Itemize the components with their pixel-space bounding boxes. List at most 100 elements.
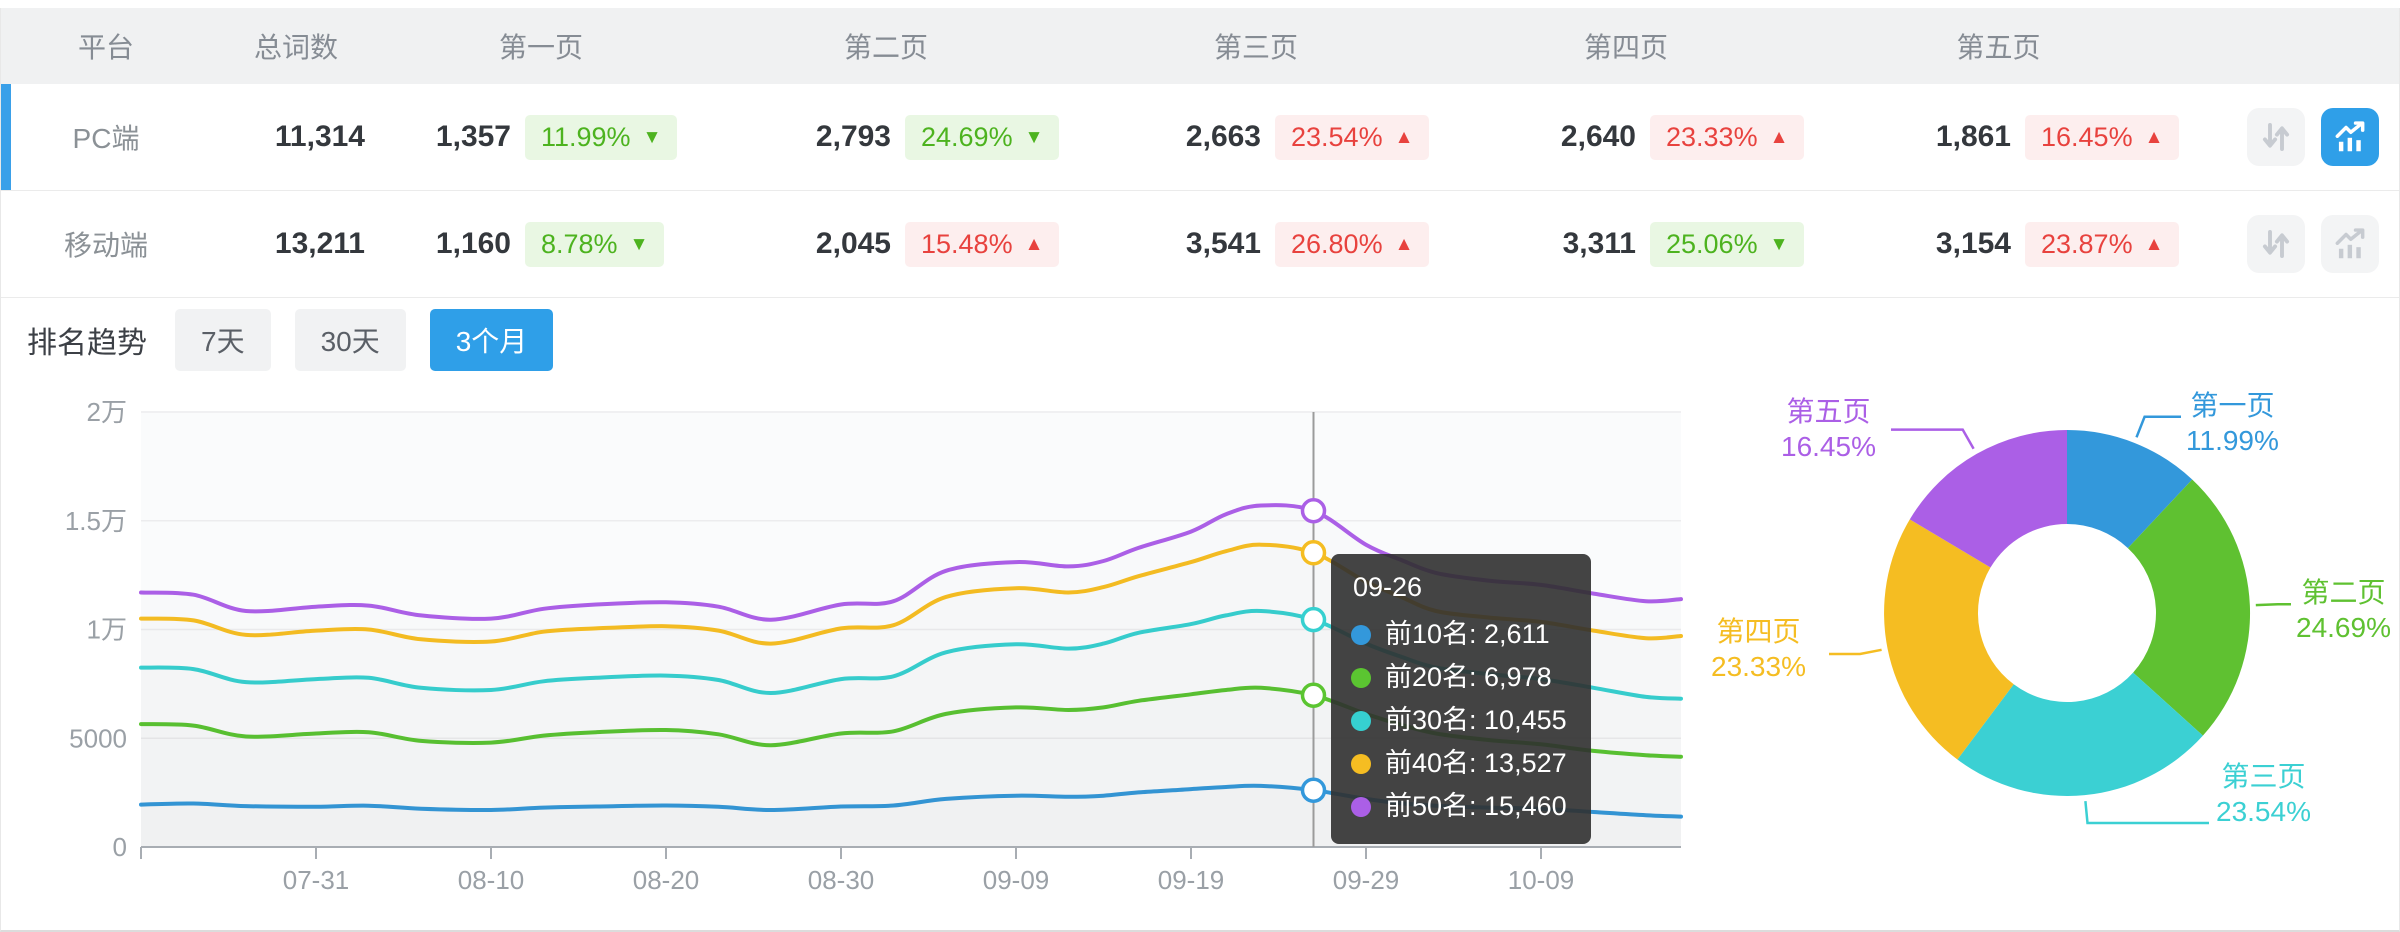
table-row-mobile[interactable]: 移动端 13,211 1,160 8.78% ▼ 2,045 15.48% ▲ 3,541 26.… [1,191,2399,298]
donut-leader-line [2135,415,2181,438]
trend-chart-icon [2335,228,2365,259]
donut-slice-第一页[interactable] [2067,430,2193,549]
tooltip-series-row: 前20名: 6,978 [1351,656,1567,699]
x-axis-label: 10-09 [1508,865,1575,895]
series-value-text: 前30名: 10,455 [1385,705,1567,735]
series-value-text: 前40名: 13,527 [1385,748,1567,778]
page5-percent-badge: 16.45% ▲ [2025,114,2180,160]
col-header-platform: 平台 [77,32,134,63]
donut-slice-第四页[interactable] [1884,519,2014,760]
series-color-dot [1351,753,1371,774]
table-row-pc[interactable]: PC端 11,314 1,357 11.99% ▼ 2,793 24.69% ▼ 2,663 23… [1,84,2399,191]
donut-leader-line [1829,648,1882,656]
page-distribution-donut-chart[interactable] [1681,382,2400,924]
x-axis-label: 08-10 [458,865,525,895]
donut-slice-第五页[interactable] [1909,430,2067,568]
sort-arrows-icon [2262,230,2290,258]
series-color-dot [1351,710,1371,731]
tooltip-series-row: 前10名: 2,611 [1351,613,1567,656]
donut-label-第五页: 第五页 16.45% [1781,394,1876,464]
trend-chart-button[interactable] [2321,108,2379,166]
y-axis-label: 1.5万 [65,506,127,536]
tab-7-days[interactable]: 7天 [175,309,271,371]
platform-label: 移动端 [63,230,148,261]
hover-marker-前30名 [1300,606,1327,633]
page2-percent-badge: 24.69% ▼ [905,114,1060,160]
total-words-value: 13,211 [274,227,365,260]
tab-30-days[interactable]: 30天 [294,309,406,371]
donut-label-percent: 23.33% [1711,651,1806,682]
donut-label-第三页: 第三页 23.54% [2216,759,2311,829]
total-words-value: 11,314 [274,120,365,153]
page1-count: 1,160 [435,227,511,260]
series-value-text: 前10名: 2,611 [1385,619,1550,649]
arrow-up-icon: ▲ [2144,126,2164,148]
x-axis-label: 07-31 [283,865,350,895]
arrow-up-icon: ▲ [1024,233,1044,255]
page4-count: 2,640 [1560,120,1636,153]
trend-chart-button[interactable] [2321,215,2379,273]
page5-count: 3,154 [1935,227,2011,260]
donut-label-name: 第一页 [2190,390,2275,421]
donut-leader-line [1891,428,1975,450]
series-value-text: 前20名: 6,978 [1385,662,1552,692]
page2-count: 2,045 [815,227,891,260]
x-axis-label: 09-19 [1158,865,1225,895]
donut-leader-line [2255,602,2291,607]
donut-label-第二页: 第二页 24.69% [2296,575,2391,645]
donut-slice-第二页[interactable] [2127,479,2251,736]
hover-marker-前10名 [1300,777,1327,803]
col-header-page3: 第三页 [1213,32,1298,63]
trend-toolbar: 排名趋势 7天 30天 3个月 [1,298,2399,382]
arrow-up-icon: ▲ [2144,233,2164,255]
hover-marker-前40名 [1300,540,1327,566]
tooltip-date: 09-26 [1353,572,1423,602]
charts-section: 爱站网 050001万1.5万2万07-3108-1008-2008-3009-… [1,382,2399,924]
y-axis-label: 0 [113,832,127,862]
series-color-dot [1351,667,1371,688]
hover-marker-前50名 [1300,497,1327,524]
donut-label-name: 第四页 [1716,616,1801,647]
page1-percent-badge: 11.99% ▼ [525,114,678,160]
chart-tooltip: 09-26 前10名: 2,611 前20名: 6,978 前30名: 10,455… [1331,554,1591,844]
donut-label-第一页: 第一页 11.99% [2186,388,2279,458]
page3-percent-badge: 23.54% ▲ [1275,114,1430,160]
platform-label: PC端 [72,123,140,154]
sort-arrows-icon [2262,123,2290,151]
tooltip-series-row: 前50名: 15,460 [1351,785,1567,828]
donut-label-percent: 16.45% [1781,431,1876,462]
sort-button[interactable] [2247,108,2305,166]
arrow-down-icon: ▼ [1769,233,1789,255]
page1-percent-badge: 8.78% ▼ [525,221,665,267]
col-header-page5: 第五页 [1956,32,2041,63]
donut-label-name: 第三页 [2221,761,2306,792]
y-axis-label: 1万 [87,615,127,645]
donut-label-percent: 11.99% [2186,425,2279,456]
trend-chart-icon [2335,121,2365,152]
page5-count: 1,861 [1935,120,2011,153]
donut-slice-第三页[interactable] [1957,672,2203,796]
donut-label-name: 第二页 [2301,577,2386,608]
page1-count: 1,357 [435,120,511,153]
series-value-text: 前50名: 15,460 [1385,791,1567,821]
tab-3-months[interactable]: 3个月 [429,309,554,371]
table-body: PC端 11,314 1,357 11.99% ▼ 2,793 24.69% ▼ 2,663 23… [1,84,2399,298]
col-header-page4: 第四页 [1583,32,1668,63]
page2-percent-badge: 15.48% ▲ [905,221,1060,267]
ranking-table: 平台 总词数 第一页 第二页 第三页 第四页 第五页 PC端 11,314 1,35… [1,8,2399,298]
arrow-down-icon: ▼ [1024,126,1044,148]
tooltip-series-row: 前30名: 10,455 [1351,699,1567,742]
donut-leader-line [2084,800,2209,825]
page4-count: 3,311 [1562,227,1636,260]
donut-label-percent: 24.69% [2296,612,2391,643]
trend-title: 排名趋势 [27,327,147,360]
series-color-dot [1351,624,1371,645]
sort-button[interactable] [2247,215,2305,273]
page3-count: 2,663 [1185,120,1261,153]
y-axis-label: 2万 [87,397,127,427]
col-header-page1: 第一页 [498,32,583,63]
arrow-up-icon: ▲ [1394,233,1414,255]
page4-percent-badge: 25.06% ▼ [1650,221,1805,267]
donut-label-percent: 23.54% [2216,796,2311,827]
series-color-dot [1351,796,1371,817]
